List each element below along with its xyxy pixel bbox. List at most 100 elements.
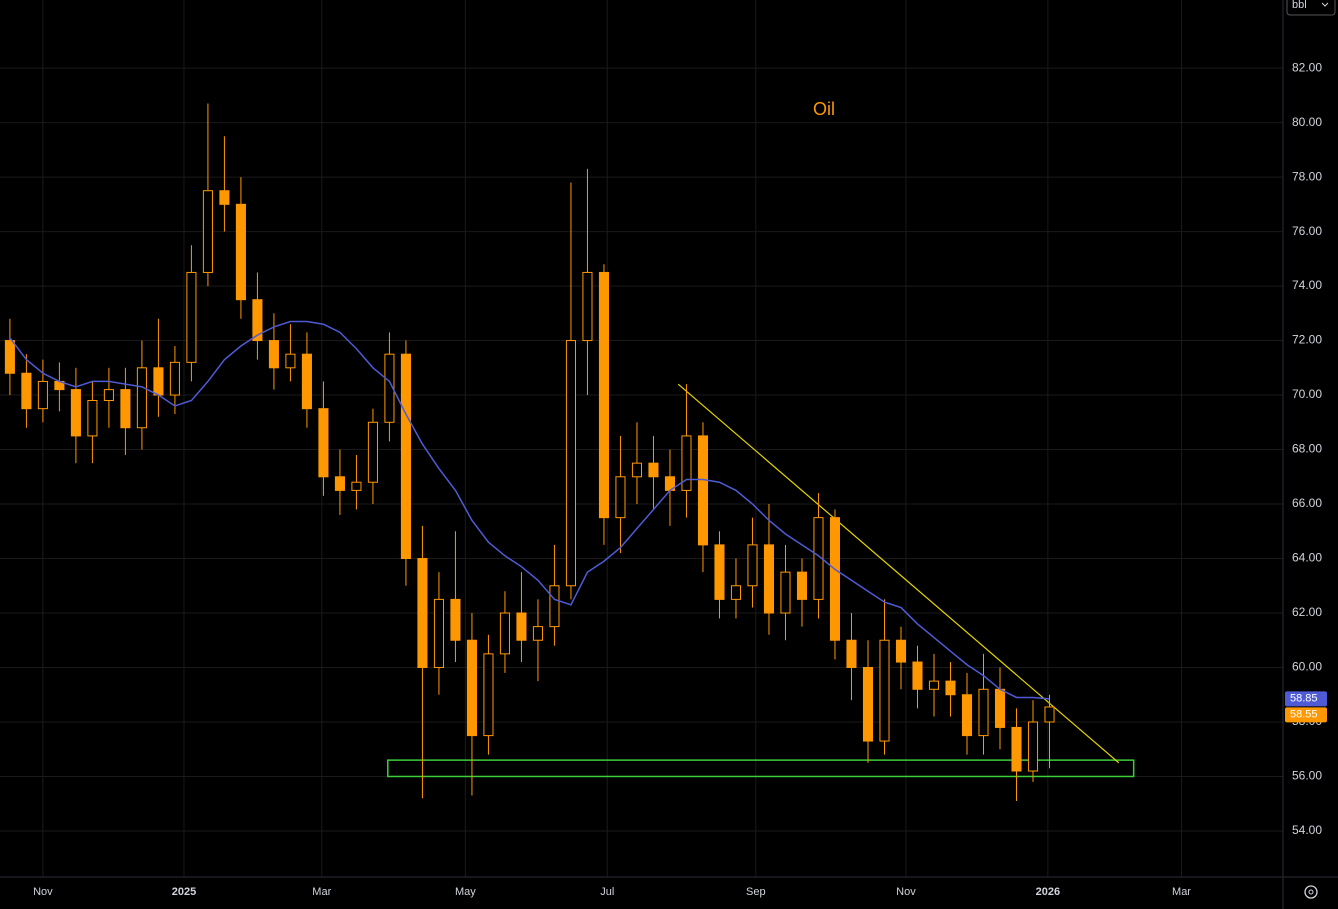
candle-body: [120, 389, 131, 429]
price-tag: [1285, 707, 1327, 723]
y-tick-label: 66.00: [1292, 496, 1322, 510]
drawings: [387, 383, 1135, 778]
candle-body: [1027, 721, 1039, 772]
x-tick-label: Nov: [33, 886, 53, 898]
candle-body: [862, 666, 874, 742]
candle-body: [846, 639, 857, 668]
candle-body: [367, 421, 378, 483]
candle-body: [169, 361, 180, 396]
candle-body: [433, 598, 444, 668]
candle-body: [714, 544, 725, 600]
candle-body: [103, 389, 114, 401]
candle-body: [499, 612, 510, 655]
candle-body: [978, 688, 989, 737]
candle-body: [631, 462, 643, 478]
y-tick-label: 74.00: [1292, 278, 1322, 292]
candle-body: [417, 558, 428, 668]
candle-body: [829, 517, 841, 641]
y-tick-label: 68.00: [1292, 442, 1322, 456]
candle-body: [516, 612, 527, 641]
candle-body: [70, 389, 81, 437]
candle-body: [681, 435, 692, 491]
y-tick-label: 64.00: [1292, 551, 1322, 565]
candle-body: [928, 680, 940, 690]
candle-body: [697, 435, 709, 546]
candle-body: [268, 340, 279, 369]
candle-body: [582, 271, 593, 342]
x-tick-label: May: [455, 886, 476, 898]
y-tick-label: 60.00: [1292, 660, 1322, 674]
chart-title: Oil: [813, 99, 835, 119]
candle-body: [879, 639, 890, 742]
unit-label: bbl: [1292, 0, 1307, 11]
candle-body: [813, 517, 824, 600]
x-tick-label: 2025: [172, 886, 196, 898]
candle-body: [961, 694, 973, 737]
settings-icon[interactable]: [1304, 885, 1318, 899]
candle-body: [912, 661, 923, 690]
y-tick-label: 56.00: [1292, 769, 1322, 783]
candle-body: [21, 372, 32, 410]
y-tick-label: 76.00: [1292, 224, 1322, 238]
y-tick-label: 82.00: [1292, 60, 1322, 74]
y-tick-label: 78.00: [1292, 169, 1322, 183]
candle-body: [648, 462, 659, 478]
price-tag: [1285, 691, 1327, 707]
candle-body: [351, 481, 362, 491]
candle-body: [136, 367, 147, 429]
candle-body: [1011, 726, 1022, 772]
candle-body: [796, 571, 808, 600]
support-zone: [387, 759, 1135, 778]
x-tick-label: Mar: [1172, 886, 1191, 898]
x-tick-label: 2026: [1036, 886, 1060, 898]
y-tick-label: 80.00: [1292, 115, 1322, 129]
candle-body: [532, 626, 543, 641]
candle-body: [186, 271, 197, 363]
candle-body: [318, 408, 329, 478]
candle-body: [549, 585, 560, 628]
candle-body: [747, 544, 758, 587]
candle-body: [615, 476, 626, 519]
candle-body: [153, 367, 164, 396]
candle-body: [219, 190, 230, 205]
price-tag-label: 58.55: [1290, 709, 1318, 721]
candle-body: [730, 585, 742, 600]
candle-body: [400, 353, 411, 560]
candle-body: [4, 340, 15, 374]
candle-body: [1044, 706, 1055, 723]
candle-body: [252, 299, 263, 342]
y-tick-label: 54.00: [1292, 823, 1322, 837]
candle-body: [87, 399, 98, 437]
candle-body: [895, 639, 907, 663]
candle-body: [450, 598, 461, 641]
settings-icon-core: [1308, 889, 1314, 895]
candle-body: [202, 190, 213, 273]
dropdown-chevron: [1321, 2, 1329, 7]
candle-body: [483, 653, 494, 737]
candle-body: [235, 203, 246, 301]
candle-body: [37, 380, 48, 410]
trendline: [677, 383, 1120, 764]
candle-body: [780, 571, 791, 614]
candle-body: [285, 353, 296, 369]
candle-body: [301, 353, 312, 410]
candle-body: [994, 688, 1006, 728]
candle-body: [334, 476, 345, 491]
moving-average-line: [9, 320, 1050, 700]
price-tag-label: 58.85: [1290, 693, 1318, 705]
x-tick-label: Nov: [896, 886, 916, 898]
candle-body: [565, 340, 576, 587]
candle-body: [384, 353, 395, 423]
y-tick-label: 62.00: [1292, 605, 1322, 619]
candle-body: [763, 544, 775, 614]
x-tick-label: Sep: [746, 886, 766, 898]
x-tick-label: Mar: [312, 886, 331, 898]
candles: [4, 103, 1055, 801]
candle-body: [466, 639, 477, 737]
x-tick-label: Jul: [600, 886, 614, 898]
candle-body: [945, 680, 956, 696]
candle-body: [598, 271, 609, 519]
